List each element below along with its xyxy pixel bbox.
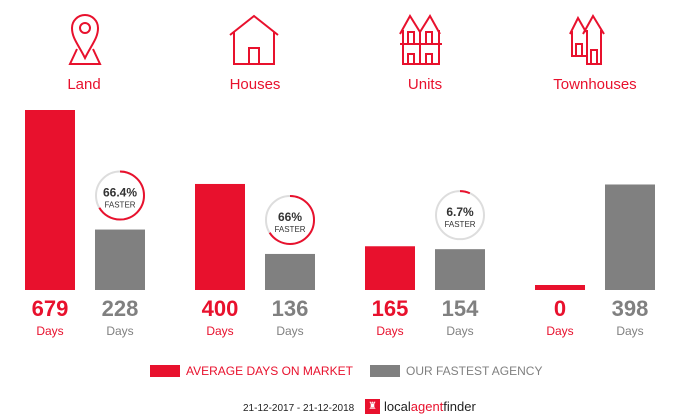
legend-label-agency: OUR FASTEST AGENCY	[406, 364, 543, 378]
category-land: Land	[67, 76, 101, 93]
faster-percent: 66%	[278, 210, 302, 224]
legend-average: AVERAGE DAYS ON MARKET	[150, 364, 353, 378]
logo-text-agent: agent	[410, 399, 444, 414]
value-label: 398	[611, 296, 649, 321]
localagentfinder-logo: ♜ local agent finder	[365, 399, 476, 414]
bar-units-agency	[435, 249, 485, 290]
bar-townhouses-agency	[605, 184, 655, 290]
bar-houses-average	[195, 183, 245, 290]
days-label: Days	[376, 324, 404, 338]
faster-text: FASTER	[444, 220, 475, 229]
category-houses: Houses	[229, 76, 281, 93]
faster-ring-progress	[435, 190, 485, 241]
days-label: Days	[206, 324, 234, 338]
legend-swatch-agency	[370, 365, 400, 377]
faster-text: FASTER	[274, 225, 305, 234]
faster-percent: 6.7%	[446, 205, 474, 219]
logo-text-local: local	[384, 399, 411, 414]
value-label: 679	[31, 296, 69, 321]
map-pin-icon	[68, 14, 102, 65]
logo-icon: ♜	[365, 399, 380, 414]
value-label: 400	[201, 296, 239, 321]
faster-ring-progress	[95, 170, 145, 221]
faster-percent: 66.4%	[103, 186, 137, 200]
days-label: Days	[616, 324, 644, 338]
house-icon	[229, 14, 279, 65]
faster-text: FASTER	[104, 201, 135, 210]
value-label: 228	[101, 296, 139, 321]
legend-swatch-average	[150, 365, 180, 377]
value-label: 165	[371, 296, 409, 321]
legend-label-average: AVERAGE DAYS ON MARKET	[186, 364, 353, 378]
faster-ring-progress	[265, 194, 315, 245]
bar-land-average	[25, 110, 75, 290]
bar-units-average	[365, 246, 415, 290]
days-label: Days	[546, 324, 574, 338]
days-label: Days	[36, 324, 64, 338]
bar-land-agency	[95, 229, 145, 290]
category-townhouses: Townhouses	[553, 76, 637, 93]
bar-townhouses-average	[535, 285, 585, 290]
date-range: 21-12-2017 - 21-12-2018	[243, 403, 355, 414]
bar-houses-agency	[265, 253, 315, 290]
days-label: Days	[446, 324, 474, 338]
days-label: Days	[106, 324, 134, 338]
value-label: 136	[271, 296, 309, 321]
category-units: Units	[407, 76, 443, 93]
units-icon	[399, 14, 442, 65]
townhouses-icon	[569, 14, 605, 65]
logo-text-finder: finder	[443, 399, 476, 414]
legend-agency: OUR FASTEST AGENCY	[370, 364, 542, 378]
days-label: Days	[276, 324, 304, 338]
value-label: 0	[553, 296, 567, 321]
value-label: 154	[441, 296, 479, 321]
